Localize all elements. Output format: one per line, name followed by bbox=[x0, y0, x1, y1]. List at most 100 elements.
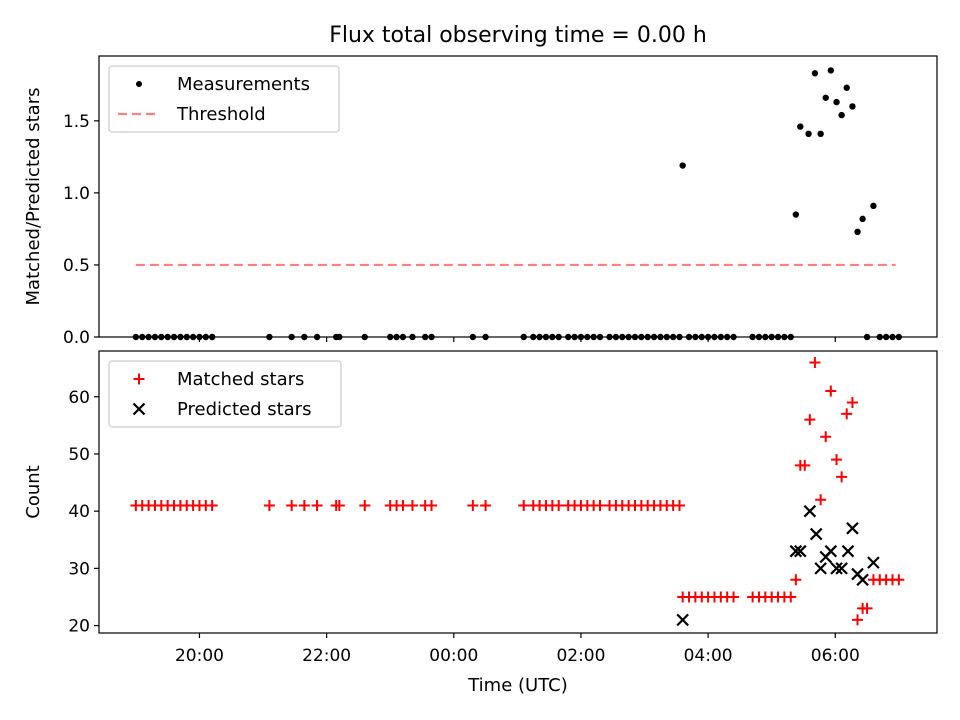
x-tick-label: 22:00 bbox=[302, 646, 351, 666]
matched-star-marker bbox=[311, 499, 323, 511]
y-tick-label: 20 bbox=[68, 617, 90, 637]
axes-frame bbox=[98, 350, 938, 634]
predicted-star-marker bbox=[803, 504, 817, 518]
matched-star-marker bbox=[359, 499, 371, 511]
measurement-point bbox=[895, 333, 903, 341]
y-axis-label: Count bbox=[23, 465, 44, 518]
measurement-point bbox=[177, 333, 184, 341]
measurement-point bbox=[711, 333, 718, 341]
measurement-point bbox=[811, 70, 819, 77]
matched-star-marker bbox=[804, 414, 816, 426]
predicted-star-marker bbox=[789, 544, 803, 558]
measurement-point bbox=[730, 333, 737, 341]
measurement-point bbox=[542, 333, 550, 341]
matched-star-marker bbox=[893, 574, 905, 586]
measurement-point bbox=[409, 333, 416, 341]
matched-star-marker bbox=[263, 499, 275, 511]
matched-star-marker bbox=[728, 591, 740, 603]
matched-star-marker bbox=[298, 499, 310, 511]
y-tick-label: 1.5 bbox=[63, 112, 90, 132]
measurement-point bbox=[849, 103, 856, 110]
matched-star-marker bbox=[594, 499, 606, 511]
matched-star-marker bbox=[673, 499, 685, 511]
measurement-point bbox=[787, 333, 794, 341]
matched-star-marker bbox=[831, 454, 843, 466]
predicted-star-marker bbox=[809, 527, 823, 541]
measurement-point bbox=[189, 333, 197, 341]
x-tick-label: 06:00 bbox=[811, 646, 860, 666]
measurement-point bbox=[387, 333, 394, 341]
measurement-point bbox=[822, 94, 829, 101]
matched-star-marker bbox=[809, 356, 821, 368]
matched-star-marker bbox=[206, 499, 218, 511]
predicted-star-marker bbox=[841, 544, 855, 558]
measurement-point bbox=[749, 333, 756, 341]
matched-star-marker bbox=[820, 431, 832, 443]
measurement-point bbox=[774, 333, 782, 341]
measurement-point bbox=[843, 84, 850, 91]
predicted-star-marker bbox=[824, 544, 838, 558]
measurement-point bbox=[151, 333, 159, 341]
x-tick-label: 02:00 bbox=[556, 646, 605, 666]
measurement-point bbox=[469, 333, 477, 341]
measurement-point bbox=[596, 333, 604, 341]
measurement-point bbox=[313, 333, 321, 341]
axes-frame bbox=[98, 55, 938, 338]
x-tick-label: 00:00 bbox=[429, 646, 478, 666]
measurement-point bbox=[612, 333, 620, 341]
matched-star-marker bbox=[406, 499, 418, 511]
predicted-star-marker bbox=[835, 562, 848, 575]
y-tick-label: 0.0 bbox=[63, 328, 90, 348]
measurement-point bbox=[723, 333, 731, 341]
measurement-point bbox=[663, 333, 670, 341]
measurement-point bbox=[139, 333, 146, 341]
measurement-point bbox=[584, 333, 591, 341]
matched-star-marker bbox=[553, 499, 565, 511]
measurement-point bbox=[428, 333, 435, 341]
measurement-point bbox=[669, 333, 677, 341]
measurement-point bbox=[361, 333, 368, 341]
measurement-point bbox=[170, 333, 178, 341]
measurement-point bbox=[638, 333, 645, 341]
measurement-point bbox=[145, 333, 152, 341]
measurement-point bbox=[817, 130, 824, 138]
measurement-point bbox=[685, 333, 693, 341]
matched-star-marker bbox=[397, 499, 409, 511]
measurement-point bbox=[833, 98, 840, 106]
measurement-point bbox=[183, 333, 190, 341]
x-tick-label: 20:00 bbox=[175, 646, 224, 666]
matched-star-marker bbox=[467, 499, 479, 511]
measurement-point bbox=[650, 333, 658, 341]
measurement-point bbox=[399, 333, 407, 341]
measurement-point bbox=[132, 333, 140, 341]
measurement-point bbox=[625, 333, 632, 341]
matched-star-marker bbox=[785, 591, 797, 603]
matched-star-marker bbox=[825, 385, 837, 397]
legend-label: Measurements bbox=[177, 74, 310, 95]
measurement-point bbox=[704, 333, 712, 341]
matched-star-marker bbox=[836, 471, 848, 483]
measurement-point bbox=[421, 333, 429, 341]
measurement-point bbox=[202, 333, 210, 341]
measurement-point bbox=[571, 333, 578, 341]
y-tick-label: 30 bbox=[68, 559, 90, 579]
predicted-star-marker bbox=[867, 556, 880, 569]
measurement-point bbox=[606, 333, 613, 341]
measurement-point bbox=[797, 123, 804, 130]
y-tick-label: 40 bbox=[68, 502, 90, 522]
measurement-point bbox=[196, 333, 203, 341]
measurement-point bbox=[301, 333, 308, 341]
measurement-point bbox=[631, 333, 639, 341]
measurement-point bbox=[577, 333, 585, 341]
measurement-point bbox=[549, 333, 556, 341]
y-axis-label: Matched/Predicted stars bbox=[23, 88, 44, 306]
measurement-point bbox=[698, 333, 705, 341]
y-tick-label: 0.5 bbox=[63, 256, 90, 276]
measurement-point bbox=[692, 333, 699, 341]
chart-title: Flux total observing time = 0.00 h bbox=[329, 23, 707, 48]
measurement-point bbox=[679, 162, 686, 169]
matched-star-marker bbox=[426, 499, 438, 511]
predicted-star-marker bbox=[846, 522, 859, 535]
measurement-point bbox=[854, 228, 861, 236]
measurement-point bbox=[266, 333, 273, 341]
